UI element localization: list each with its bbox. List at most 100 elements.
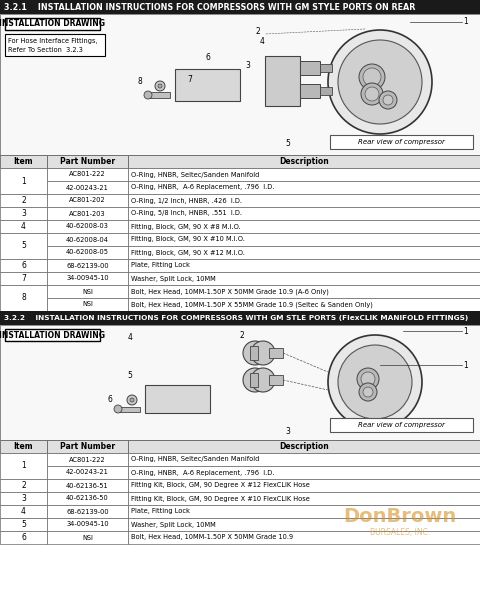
Text: 3: 3 xyxy=(245,61,250,70)
Bar xyxy=(47,505,128,518)
Bar xyxy=(0,155,47,168)
Bar xyxy=(0,518,47,531)
Text: Part Number: Part Number xyxy=(60,442,115,451)
Text: O-Ring, HNBR,  A-6 Replacement, .796  I.D.: O-Ring, HNBR, A-6 Replacement, .796 I.D. xyxy=(131,469,274,475)
Text: 8: 8 xyxy=(21,293,26,302)
Bar xyxy=(47,479,128,492)
Text: O-Ring, HNBR, Seltec/Sanden Manifold: O-Ring, HNBR, Seltec/Sanden Manifold xyxy=(131,457,259,463)
Text: Fitting, Block, GM, 90 X #8 M.I.O.: Fitting, Block, GM, 90 X #8 M.I.O. xyxy=(131,223,240,229)
Text: INSTALLATION DRAWING: INSTALLATION DRAWING xyxy=(0,19,105,28)
Text: Description: Description xyxy=(279,157,329,166)
Text: Description: Description xyxy=(279,442,329,451)
Bar xyxy=(47,453,128,466)
Text: NSI: NSI xyxy=(82,301,93,307)
Text: 40-62008-04: 40-62008-04 xyxy=(66,236,109,242)
Circle shape xyxy=(382,95,392,105)
Text: 5: 5 xyxy=(21,520,26,529)
Bar xyxy=(128,272,480,285)
Bar xyxy=(144,385,210,413)
Circle shape xyxy=(358,64,384,90)
Bar xyxy=(128,233,480,246)
Text: Fitting Kit, Block, GM, 90 Degree X #12 FlexCLIK Hose: Fitting Kit, Block, GM, 90 Degree X #12 … xyxy=(131,482,309,488)
Bar xyxy=(118,407,140,412)
Bar xyxy=(329,135,472,149)
Text: 5: 5 xyxy=(127,370,132,379)
Circle shape xyxy=(144,91,152,99)
Bar xyxy=(0,479,47,492)
Bar xyxy=(128,168,480,181)
Circle shape xyxy=(360,83,382,105)
Bar xyxy=(0,285,47,311)
Bar xyxy=(175,69,240,101)
Text: For Hose Interface Fittings,: For Hose Interface Fittings, xyxy=(8,38,97,44)
Text: Plate, Fitting Lock: Plate, Fitting Lock xyxy=(131,263,190,269)
Bar xyxy=(128,207,480,220)
Circle shape xyxy=(155,81,165,91)
Circle shape xyxy=(360,372,374,386)
Bar xyxy=(0,440,47,453)
Text: Item: Item xyxy=(13,442,33,451)
Text: 6: 6 xyxy=(21,261,26,270)
Circle shape xyxy=(127,395,137,405)
Text: 34-00945-10: 34-00945-10 xyxy=(66,521,108,527)
Bar xyxy=(47,492,128,505)
Bar xyxy=(0,259,47,272)
Bar xyxy=(128,492,480,505)
Bar xyxy=(128,285,480,298)
Bar xyxy=(47,298,128,311)
Text: 2: 2 xyxy=(21,196,26,205)
Bar xyxy=(0,168,47,194)
Bar xyxy=(0,453,47,479)
Bar xyxy=(128,220,480,233)
Text: 6: 6 xyxy=(108,395,112,404)
Text: Rear view of compressor: Rear view of compressor xyxy=(357,139,444,145)
Text: Bolt, Hex Head, 10MM-1.50P X 55MM Grade 10.9 (Seltec & Sanden Only): Bolt, Hex Head, 10MM-1.50P X 55MM Grade … xyxy=(131,301,372,308)
Text: Plate, Fitting Lock: Plate, Fitting Lock xyxy=(131,509,190,514)
Text: 2: 2 xyxy=(21,481,26,490)
Text: Washer, Split Lock, 10MM: Washer, Split Lock, 10MM xyxy=(131,521,216,527)
Text: O-Ring, HNBR, Seltec/Sanden Manifold: O-Ring, HNBR, Seltec/Sanden Manifold xyxy=(131,172,259,178)
Text: 1: 1 xyxy=(21,461,26,470)
Bar xyxy=(268,348,282,358)
Text: Bolt, Hex Head, 10MM-1.50P X 50MM Grade 10.9: Bolt, Hex Head, 10MM-1.50P X 50MM Grade … xyxy=(131,535,292,541)
Bar xyxy=(128,505,480,518)
Circle shape xyxy=(251,368,275,392)
Bar xyxy=(128,298,480,311)
Bar xyxy=(47,466,128,479)
Bar xyxy=(319,64,331,72)
Bar xyxy=(47,440,128,453)
Bar xyxy=(0,207,47,220)
Text: 4: 4 xyxy=(21,507,26,516)
Text: 1: 1 xyxy=(462,361,467,370)
Text: 42-00243-21: 42-00243-21 xyxy=(66,469,108,475)
Bar xyxy=(47,155,128,168)
Circle shape xyxy=(114,405,122,413)
Bar xyxy=(47,259,128,272)
Text: AC801-202: AC801-202 xyxy=(69,197,106,203)
Bar xyxy=(128,194,480,207)
Text: 2: 2 xyxy=(255,26,260,35)
Text: Fitting, Block, GM, 90 X #10 M.I.O.: Fitting, Block, GM, 90 X #10 M.I.O. xyxy=(131,236,244,242)
Text: 1: 1 xyxy=(462,17,467,26)
Text: 40-62008-03: 40-62008-03 xyxy=(66,223,108,229)
Text: 7: 7 xyxy=(187,74,192,83)
Bar xyxy=(0,220,47,233)
Bar xyxy=(250,373,257,387)
Circle shape xyxy=(337,345,411,419)
Bar xyxy=(0,325,480,440)
Text: 1: 1 xyxy=(21,176,26,185)
Bar xyxy=(148,92,169,98)
Text: Part Number: Part Number xyxy=(60,157,115,166)
Text: Refer To Section  3.2.3: Refer To Section 3.2.3 xyxy=(8,47,83,53)
Text: DonBrown: DonBrown xyxy=(343,506,456,526)
Text: Washer, Split Lock, 10MM: Washer, Split Lock, 10MM xyxy=(131,275,216,281)
Text: 68-62139-00: 68-62139-00 xyxy=(66,263,108,269)
Bar xyxy=(0,272,47,285)
Bar xyxy=(329,418,472,432)
Text: Item: Item xyxy=(13,157,33,166)
Circle shape xyxy=(362,387,372,397)
Bar xyxy=(0,531,47,544)
Bar xyxy=(5,34,105,56)
Bar xyxy=(0,0,480,14)
Text: Fitting, Block, GM, 90 X #12 M.I.O.: Fitting, Block, GM, 90 X #12 M.I.O. xyxy=(131,250,244,256)
